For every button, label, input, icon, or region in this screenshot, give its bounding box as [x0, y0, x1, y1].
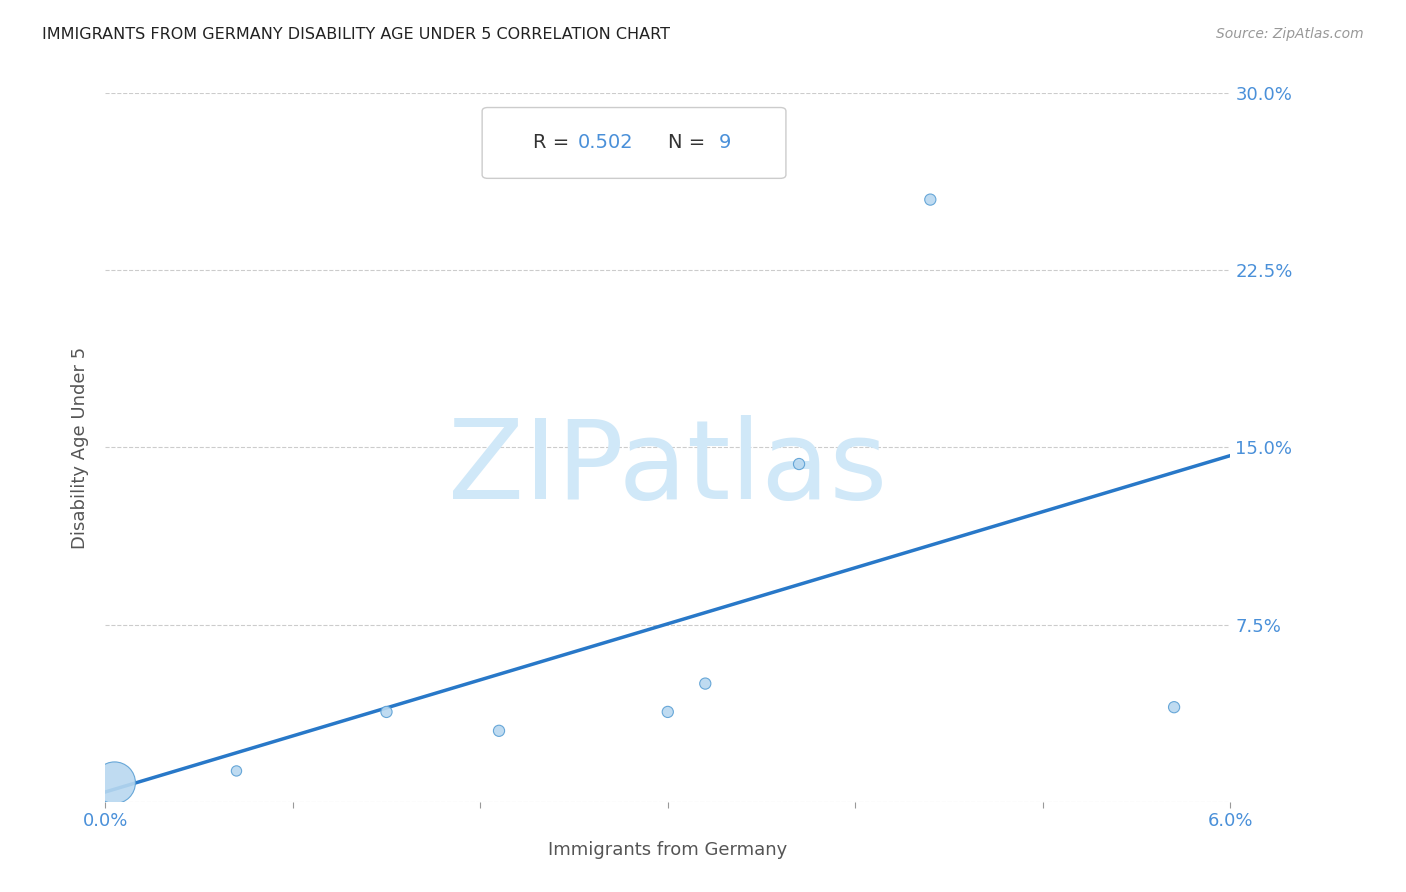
- FancyBboxPatch shape: [482, 108, 786, 178]
- Point: [225, 764, 247, 778]
- Y-axis label: Disability Age Under 5: Disability Age Under 5: [72, 346, 89, 549]
- Text: 0.502: 0.502: [578, 134, 633, 153]
- Point: [375, 705, 398, 719]
- Point: [920, 193, 942, 207]
- Point: [657, 705, 679, 719]
- Point: [488, 723, 510, 738]
- Text: IMMIGRANTS FROM GERMANY DISABILITY AGE UNDER 5 CORRELATION CHART: IMMIGRANTS FROM GERMANY DISABILITY AGE U…: [42, 27, 671, 42]
- Text: R =: R =: [533, 134, 575, 153]
- X-axis label: Immigrants from Germany: Immigrants from Germany: [548, 841, 787, 859]
- Text: ZIPatlas: ZIPatlas: [449, 416, 887, 522]
- Point: [787, 457, 810, 471]
- Point: [695, 676, 717, 690]
- Point: [103, 776, 125, 790]
- Text: Source: ZipAtlas.com: Source: ZipAtlas.com: [1216, 27, 1364, 41]
- Text: N =: N =: [668, 134, 711, 153]
- Text: 9: 9: [718, 134, 731, 153]
- Point: [1163, 700, 1185, 714]
